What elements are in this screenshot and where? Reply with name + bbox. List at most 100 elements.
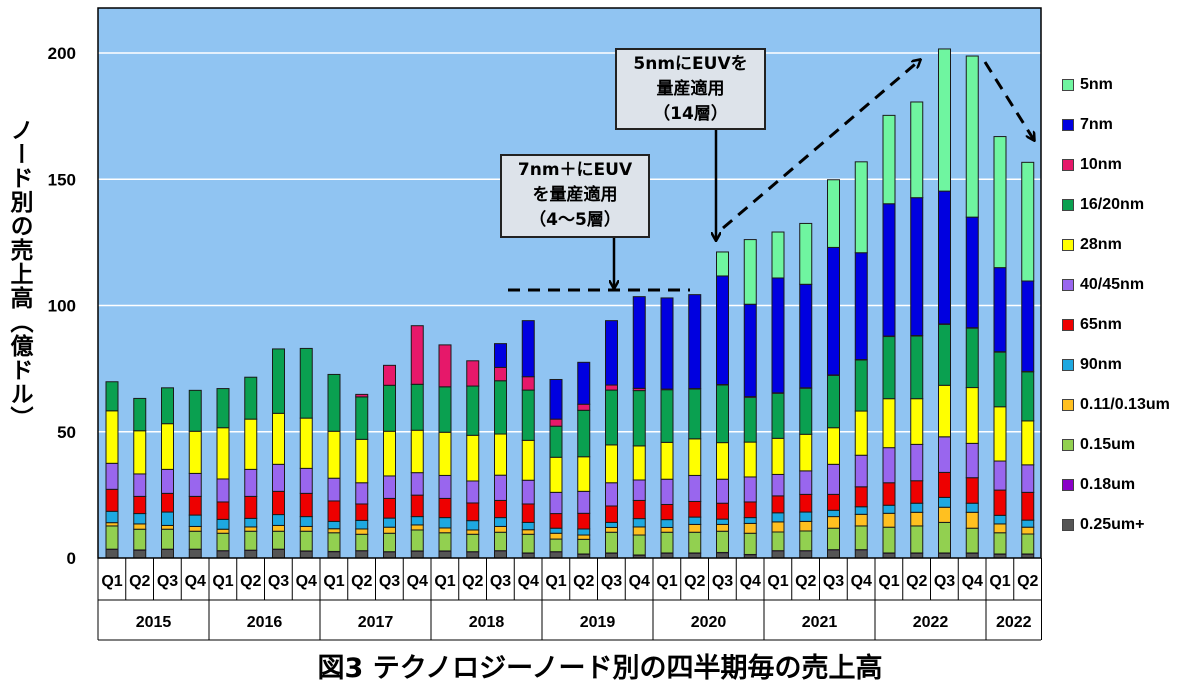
bar-segment-10nm — [383, 364, 396, 386]
bar-segment-28nm — [216, 427, 230, 480]
bar-segment-7nm — [716, 275, 729, 386]
year-label: 2022 — [996, 614, 1032, 631]
legend-label: 0.25um+ — [1080, 516, 1145, 533]
bar-segment-40-45nm — [577, 490, 591, 514]
bar-segment-0-15um — [743, 532, 757, 555]
bar-segment-0-11-0-13um — [799, 520, 813, 532]
x-tick-label: Q2 — [684, 573, 705, 590]
x-tick-label: Q1 — [212, 573, 233, 590]
bar-segment-65nm — [327, 500, 341, 522]
bar-segment-16-20nm — [299, 347, 313, 419]
x-tick-label: Q2 — [129, 573, 150, 590]
year-label: 2015 — [136, 614, 172, 631]
bar-segment-65nm — [965, 477, 979, 504]
bar-segment-0-15um — [771, 531, 785, 552]
bar-segment-0-11-0-13um — [521, 529, 535, 535]
bar-segment-0-15um — [577, 538, 591, 555]
bar-segment-0-25um- — [299, 550, 313, 559]
bar-segment-0-25um- — [272, 548, 285, 559]
bar-segment-0-15um — [299, 530, 313, 552]
bar-segment-65nm — [799, 493, 813, 513]
x-tick-label: Q2 — [906, 573, 927, 590]
bar-segment-7nm — [494, 343, 507, 368]
bar-segment-28nm — [716, 442, 729, 480]
bar-segment-65nm — [133, 495, 147, 515]
bar-segment-0-11-0-13um — [993, 523, 1007, 534]
x-tick-label: Q3 — [934, 573, 955, 590]
x-tick-label: Q2 — [351, 573, 372, 590]
bar-segment-16-20nm — [521, 389, 535, 441]
bar-segment-10nm — [494, 366, 507, 382]
bar-segment-0-15um — [105, 525, 119, 550]
bar-segment-16-20nm — [1021, 371, 1035, 422]
bar-segment-90nm — [105, 510, 119, 524]
bar-segment-16-20nm — [494, 380, 507, 435]
bar-segment-90nm — [244, 517, 258, 528]
bar-segment-5nm — [965, 55, 979, 218]
bar-segment-65nm — [854, 486, 868, 508]
bar-segment-7nm — [521, 320, 535, 378]
year-label: 2017 — [358, 614, 394, 631]
bar-segment-0-11-0-13um — [244, 526, 258, 532]
bar-segment-90nm — [299, 516, 313, 527]
legend-swatch — [1062, 519, 1074, 531]
year-label: 2016 — [247, 614, 283, 631]
bar-segment-7nm — [882, 203, 896, 337]
legend-swatch — [1062, 479, 1074, 491]
bar-segment-65nm — [466, 502, 480, 522]
bar-segment-0-15um — [605, 531, 618, 554]
bar-segment-40-45nm — [466, 480, 480, 504]
bar-segment-16-20nm — [771, 392, 785, 439]
bar-segment-28nm — [660, 441, 674, 480]
bar-segment-7nm — [688, 294, 702, 390]
bar-segment-40-45nm — [549, 491, 563, 515]
bar-segment-28nm — [355, 438, 369, 484]
bar-segment-16-20nm — [383, 384, 396, 432]
bar-segment-16-20nm — [549, 425, 563, 458]
bar-segment-7nm — [632, 296, 646, 389]
bar-segment-16-20nm — [743, 396, 757, 443]
annotation-5nm-euv: 5nmにEUVを 量産適用 （14層） — [615, 48, 766, 130]
bar-segment-0-25um- — [383, 551, 396, 559]
bar-segment-0-11-0-13um — [133, 523, 147, 530]
bar-segment-28nm — [743, 441, 757, 478]
legend-swatch — [1062, 399, 1074, 411]
bar-segment-65nm — [716, 502, 729, 520]
bar-segment-65nm — [161, 492, 174, 513]
bar-segment-40-45nm — [494, 474, 507, 501]
bar-segment-10nm — [466, 360, 480, 387]
bar-segment-40-45nm — [938, 436, 951, 473]
legend-label: 40/45nm — [1080, 276, 1145, 293]
bar-segment-28nm — [965, 387, 979, 444]
bar-segment-90nm — [854, 506, 868, 515]
bar-segment-0-15um — [244, 530, 258, 551]
x-tick-label: Q3 — [379, 573, 400, 590]
bar-segment-40-45nm — [383, 475, 396, 499]
bar-segment-7nm — [577, 361, 591, 405]
x-tick-label: Q1 — [767, 573, 788, 590]
bar-segment-90nm — [882, 504, 896, 514]
bar-segment-5nm — [743, 239, 757, 305]
bar-segment-65nm — [577, 512, 591, 530]
legend-swatch — [1062, 199, 1074, 211]
bar-segment-28nm — [188, 430, 202, 474]
bar-segment-90nm — [660, 519, 674, 528]
bar-segment-65nm — [494, 499, 507, 519]
bar-segment-16-20nm — [660, 389, 674, 443]
bar-segment-90nm — [188, 514, 202, 527]
bar-segment-7nm — [605, 320, 618, 386]
bar-segment-40-45nm — [521, 479, 535, 505]
bar-segment-0-11-0-13um — [327, 528, 341, 534]
bar-segment-28nm — [688, 438, 702, 476]
bar-segment-65nm — [383, 497, 396, 519]
annotation-line: を量産適用 — [532, 185, 618, 205]
bar-segment-65nm — [910, 480, 924, 504]
bar-segment-40-45nm — [105, 462, 119, 490]
x-tick-label: Q1 — [101, 573, 122, 590]
bar-segment-0-15um — [466, 533, 480, 553]
legend-label: 7nm — [1080, 116, 1113, 133]
bar-segment-90nm — [438, 517, 452, 529]
bar-segment-0-11-0-13um — [660, 526, 674, 533]
bar-segment-28nm — [1021, 420, 1035, 466]
bar-segment-90nm — [910, 502, 924, 513]
